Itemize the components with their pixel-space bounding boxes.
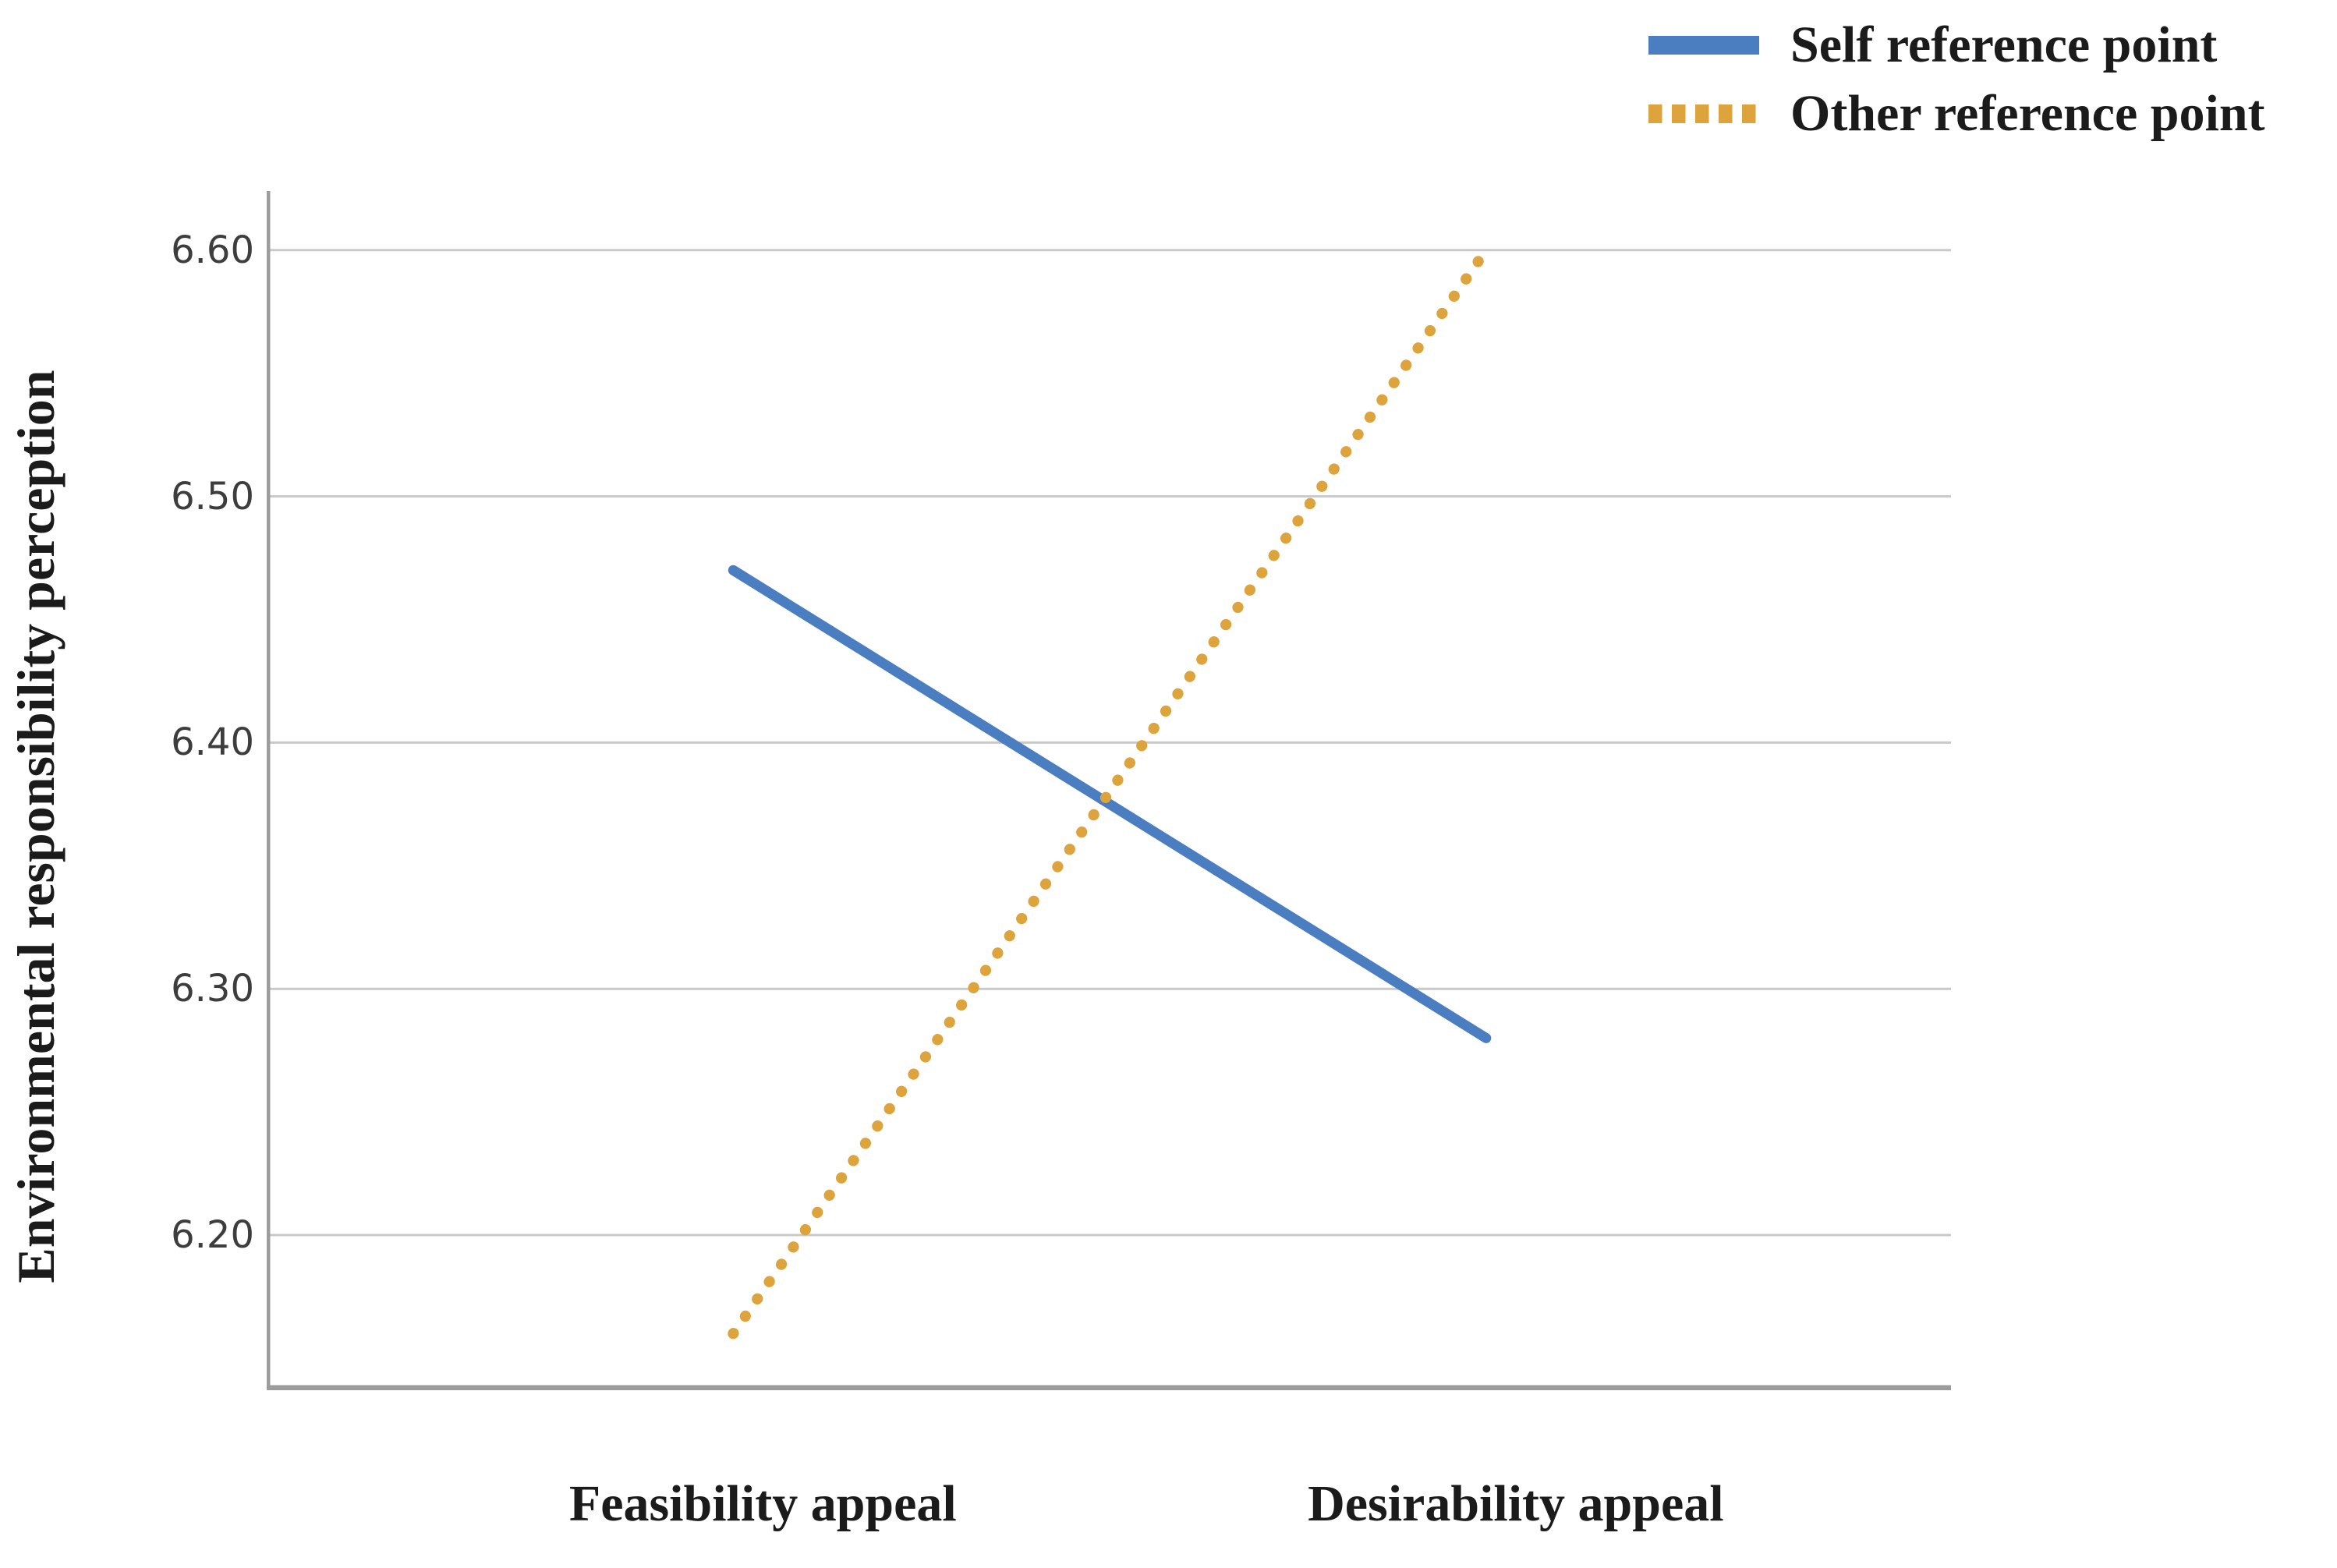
y-tick-label: 6.20 [171, 1213, 254, 1258]
y-tick-label: 6.50 [171, 474, 254, 519]
plot-svg [266, 191, 1951, 1391]
y-tick-label: 6.30 [171, 967, 254, 1011]
y-tick-label: 6.40 [171, 720, 254, 765]
legend-label: Other reference point [1790, 85, 2265, 142]
x-category-label: Desirability appeal [1308, 1475, 1724, 1532]
legend-item-other: Other reference point [1647, 80, 2265, 148]
legend-label: Self reference point [1790, 16, 2218, 73]
legend: Self reference point Other reference poin… [1647, 11, 2265, 148]
y-tick-label: 6.60 [171, 228, 254, 272]
series-line-self [728, 565, 1492, 1043]
series-line-other [728, 244, 1492, 1340]
legend-swatch-dotted-icon [1648, 104, 1759, 123]
plot-area [266, 191, 1951, 1391]
legend-item-self: Self reference point [1647, 11, 2265, 80]
legend-swatch-solid-icon [1648, 36, 1759, 55]
x-category-label: Feasibility appeal [568, 1475, 957, 1532]
